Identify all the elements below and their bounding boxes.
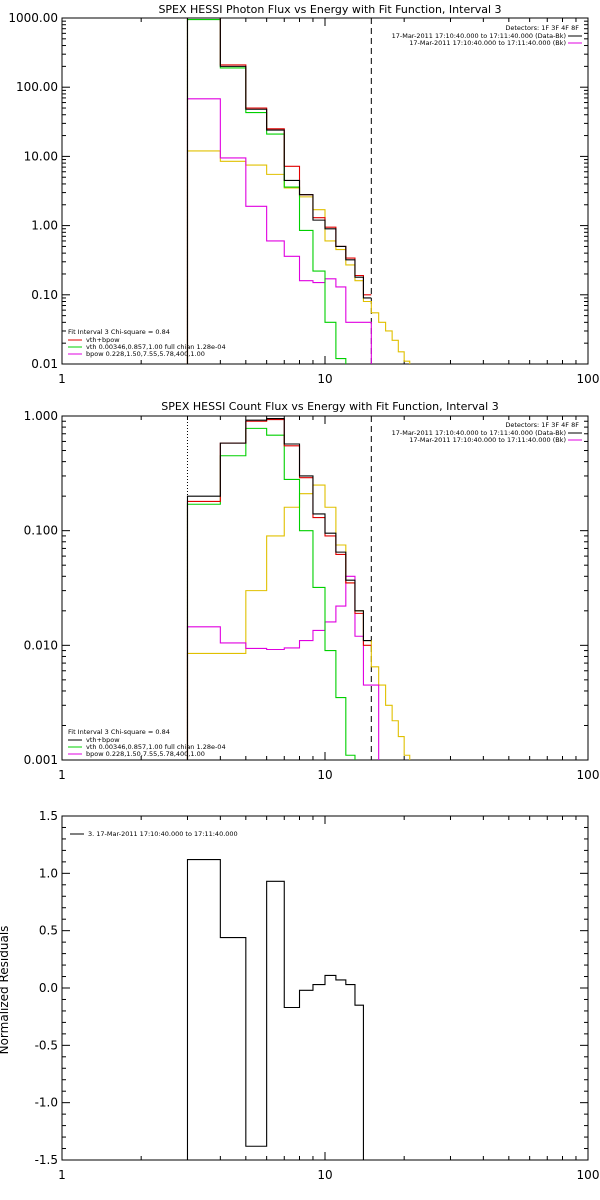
residuals-y-axis-label: Normalized Residuals [0,926,11,1055]
residuals-legend: 3. 17-Mar-2011 17:10:40.000 to 17:11:40.… [88,830,238,838]
photon-x-tick-label: 1 [58,372,66,386]
photon-series-total [186,18,372,364]
count-flux-panel: SPEX HESSI Count Flux vs Energy with Fit… [24,400,600,782]
count-top-legend: Detectors: 1F 3F 4F 8F 17-Mar-2011 17:10… [392,421,582,444]
count-y-tick-label: 0.001 [24,753,58,767]
photon-x-tick-label: 10 [317,372,332,386]
photon-series-bpow [186,98,372,364]
residuals-y-tick-label: -1.0 [35,1096,58,1110]
residuals-y-tick-label: 0.0 [39,981,58,995]
photon-top-legend: Detectors: 1F 3F 4F 8F 17-Mar-2011 17:10… [392,24,582,47]
count-legend-bpow: bpow 0.228,1.50,7.55,5.78,400,1.00 [86,750,205,758]
residuals-y-tick-label: -0.5 [35,1038,58,1052]
photon-fit-interval-label: Fit Interval 3 Chi-square = 0.84 [68,328,170,336]
photon-legend-bpow: bpow 0.228,1.50,7.55,5.78,400,1.00 [86,350,205,358]
count-series-bpow [186,575,380,760]
photon-legend-data-bk: 17-Mar-2011 17:10:40.000 to 17:11:40.000… [392,32,566,40]
residuals-x-tick-label: 100 [577,1168,600,1182]
count-y-tick-label: 0.100 [24,524,58,538]
photon-legend-bk: 17-Mar-2011 17:10:40.000 to 17:11:40.000… [409,39,566,47]
residuals-y-tick-label: 1.5 [39,809,58,823]
photon-legend-vth: vth 0.00346,0.857,1.00 full chian 1.28e-… [86,343,226,351]
count-legend-bk: 17-Mar-2011 17:10:40.000 to 17:11:40.000… [409,436,566,444]
photon-y-tick-label: 0.10 [31,288,58,302]
photon-x-tick-label: 100 [577,372,600,386]
photon-flux-panel: SPEX HESSI Photon Flux vs Energy with Fi… [8,3,600,386]
photon-y-tick-label: 10.00 [24,149,58,163]
residuals-panel: Normalized Residuals 3. 17-Mar-2011 17:1… [0,809,599,1182]
residuals-plot-frame [61,815,589,1161]
residuals-y-tick-label: 0.5 [39,924,58,938]
count-flux-title: SPEX HESSI Count Flux vs Energy with Fit… [161,400,498,413]
residuals-series-residuals [186,859,372,1160]
photon-bottom-legend: Fit Interval 3 Chi-square = 0.84 vth+bpo… [68,328,226,358]
count-legend-fit: vth+bpow [86,736,120,744]
count-legend-data-bk: 17-Mar-2011 17:10:40.000 to 17:11:40.000… [392,429,566,437]
residuals-y-tick-label: -1.5 [35,1153,58,1167]
residuals-x-tick-label: 1 [58,1168,66,1182]
count-series-fit_sum [186,419,372,760]
photon-y-tick-label: 100.00 [16,80,58,94]
photon-series-fit_sum [186,18,372,364]
photon-flux-title: SPEX HESSI Photon Flux vs Energy with Fi… [158,3,501,16]
residuals-y-tick-label: 1.0 [39,866,58,880]
count-y-tick-label: 0.010 [24,638,58,652]
photon-y-tick-label: 0.01 [31,357,58,371]
photon-legend-fit: vth+bpow [86,336,120,344]
residuals-x-tick-label: 10 [317,1168,332,1182]
photon-series-bk [186,150,411,364]
photon-y-tick-label: 1000.00 [8,11,58,25]
count-fit-interval-label: Fit Interval 3 Chi-square = 0.84 [68,728,170,736]
count-x-tick-label: 1 [58,768,66,782]
count-x-tick-label: 100 [577,768,600,782]
count-detectors-label: Detectors: 1F 3F 4F 8F [505,421,579,429]
count-x-tick-label: 10 [317,768,332,782]
count-bottom-legend: Fit Interval 3 Chi-square = 0.84 vth+bpo… [68,728,226,758]
count-legend-vth: vth 0.00346,0.857,1.00 full chian 1.28e-… [86,743,226,751]
photon-detectors-label: Detectors: 1F 3F 4F 8F [505,24,579,32]
count-y-tick-label: 1.000 [24,409,58,423]
count-series-total [186,418,372,760]
photon-y-tick-label: 1.00 [31,219,58,233]
photon-series-vth [186,18,347,364]
count-series-vth [186,427,356,760]
